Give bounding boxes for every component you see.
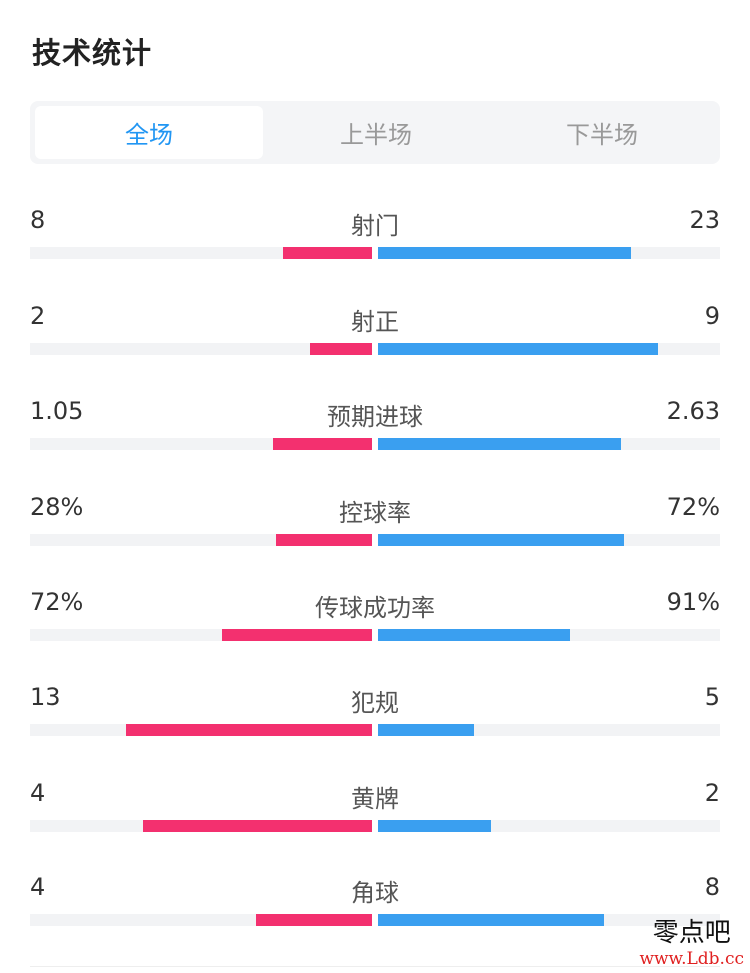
home-bar-track (30, 629, 372, 641)
away-bar (378, 820, 491, 832)
stat-label: 射门 (351, 212, 399, 240)
stat-row-expected-goals: 1.05 预期进球 2.63 (0, 397, 750, 477)
stat-label: 犯规 (351, 689, 399, 717)
home-value: 28% (30, 493, 84, 521)
tab-second-half[interactable]: 下半场 (566, 121, 638, 149)
home-bar (276, 534, 372, 546)
stat-row-fouls: 13 犯规 5 (0, 683, 750, 763)
bottom-divider (30, 966, 720, 967)
stat-row-pass-accuracy: 72% 传球成功率 91% (0, 588, 750, 668)
away-bar-track (378, 724, 720, 736)
stat-row-shots: 8 射门 23 (0, 206, 750, 286)
home-value: 8 (30, 206, 46, 234)
away-bar-track (378, 438, 720, 450)
home-value: 1.05 (30, 397, 84, 425)
home-value: 4 (30, 873, 46, 901)
stat-row-possession: 28% 控球率 72% (0, 493, 750, 573)
stat-label: 传球成功率 (315, 594, 435, 622)
away-bar (378, 438, 621, 450)
page-title: 技术统计 (32, 36, 153, 70)
away-value: 2.63 (666, 397, 720, 425)
home-value: 13 (30, 683, 61, 711)
tab-first-half[interactable]: 上半场 (340, 121, 412, 149)
stat-label: 预期进球 (327, 403, 423, 431)
away-bar-track (378, 629, 720, 641)
away-bar-track (378, 343, 720, 355)
away-value: 72% (666, 493, 720, 521)
away-value: 5 (704, 683, 720, 711)
stat-row-yellow-cards: 4 黄牌 2 (0, 779, 750, 859)
away-bar-track (378, 534, 720, 546)
stat-label: 角球 (351, 879, 399, 907)
away-bar-track (378, 247, 720, 259)
stat-label: 黄牌 (351, 785, 399, 813)
home-bar-track (30, 247, 372, 259)
away-value: 8 (704, 873, 720, 901)
home-value: 4 (30, 779, 46, 807)
home-bar (283, 247, 372, 259)
home-bar-track (30, 724, 372, 736)
away-bar (378, 247, 631, 259)
away-bar (378, 534, 624, 546)
away-bar (378, 629, 570, 641)
home-bar (143, 820, 372, 832)
home-bar-track (30, 534, 372, 546)
stat-label: 控球率 (339, 499, 411, 527)
stat-row-shots-on-target: 2 射正 9 (0, 302, 750, 382)
home-bar-track (30, 343, 372, 355)
away-value: 91% (666, 588, 720, 616)
away-bar (378, 343, 658, 355)
stat-label: 射正 (351, 308, 399, 336)
home-bar (310, 343, 372, 355)
away-bar-track (378, 820, 720, 832)
home-bar-track (30, 914, 372, 926)
home-value: 72% (30, 588, 84, 616)
watermark-url: www.Ldb.cc (639, 949, 744, 969)
away-bar (378, 914, 604, 926)
away-value: 23 (689, 206, 720, 234)
home-bar (222, 629, 372, 641)
home-bar-track (30, 820, 372, 832)
home-bar-track (30, 438, 372, 450)
watermark: 零点吧 www.Ldb.cc (639, 917, 744, 969)
home-value: 2 (30, 302, 46, 330)
home-bar (273, 438, 372, 450)
home-bar (126, 724, 372, 736)
watermark-name: 零点吧 (652, 918, 731, 948)
period-tabs: 全场 上半场 下半场 (30, 101, 720, 164)
away-bar-track (378, 914, 720, 926)
home-bar (256, 914, 372, 926)
tab-full-match[interactable]: 全场 (35, 106, 263, 159)
away-bar (378, 724, 474, 736)
away-value: 9 (704, 302, 720, 330)
away-value: 2 (704, 779, 720, 807)
stat-row-corners: 4 角球 8 (0, 873, 750, 953)
